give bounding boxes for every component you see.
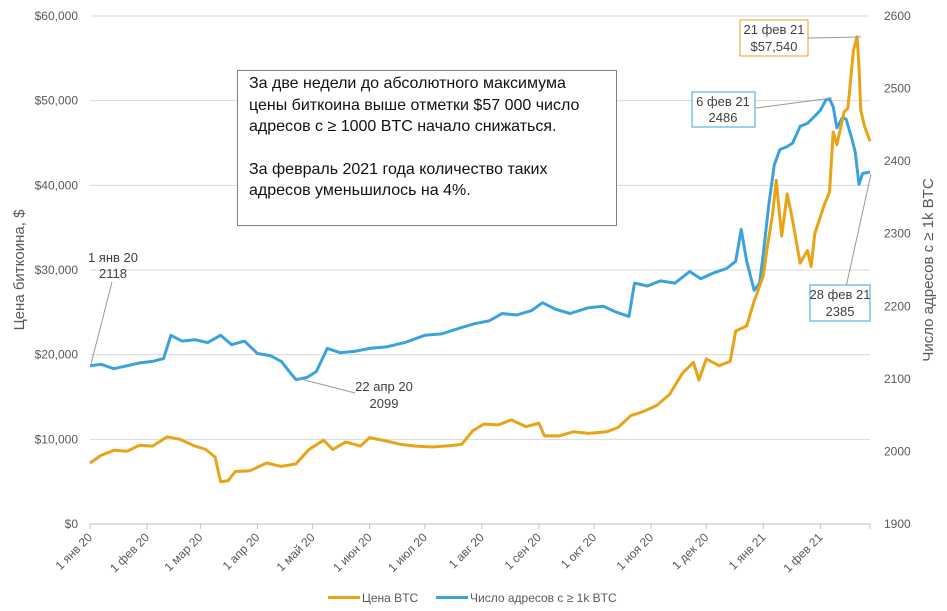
x-tick-label: 1 янв 20 — [53, 530, 96, 573]
legend-label-price: Цена BTC — [362, 591, 419, 605]
x-tick-label: 1 июл 20 — [385, 530, 430, 575]
y2-tick-label: 2200 — [884, 299, 911, 313]
legend: Цена BTC Число адресов с ≥ 1k BTC — [328, 591, 617, 605]
leader-line-apr20 — [296, 377, 356, 394]
leader-line-jan20 — [90, 281, 113, 365]
annotation-feb28-box — [809, 284, 871, 322]
series-group — [89, 35, 872, 484]
annotation-feb21-value: $57,540 — [751, 39, 798, 54]
y2-tick-label: 2400 — [884, 154, 911, 168]
leader-line-feb21 — [807, 36, 862, 39]
right-axis-ticks: 1900 2000 2100 2200 2300 2400 2500 2600 — [884, 9, 911, 531]
commentary-paragraph-1: За две недели до абсолютного максимума ц… — [249, 75, 580, 135]
x-tick-label: 1 янв 21 — [726, 530, 769, 573]
annotation-feb28-date: 28 фев 21 — [810, 287, 871, 302]
y2-tick-label: 1900 — [884, 517, 911, 531]
x-tick-label: 1 дек 20 — [669, 530, 711, 572]
y-tick-label: $50,000 — [35, 94, 79, 108]
annotation-apr20-value: 2099 — [370, 396, 399, 411]
x-tick-label: 1 фев 21 — [780, 530, 825, 575]
y2-tick-label: 2300 — [884, 227, 911, 241]
x-axis-ticks: 1 янв 20 1 фев 20 1 мар 20 1 апр 20 1 май 20… — [53, 524, 871, 575]
x-tick-label: 1 сен 20 — [502, 530, 545, 573]
x-tick-label: 1 апр 20 — [220, 530, 263, 573]
y-tick-label: $30,000 — [35, 263, 79, 277]
leader-line-feb28 — [845, 173, 872, 288]
annotation-jan20-date: 1 янв 20 — [88, 250, 138, 265]
annotations: 1 янв 20 2118 22 апр 20 2099 6 фев 21 24… — [88, 19, 872, 411]
y-tick-label: $0 — [65, 517, 79, 531]
y2-tick-label: 2500 — [884, 82, 911, 96]
y-tick-label: $20,000 — [35, 348, 79, 362]
legend-label-addresses: Число адресов с ≥ 1k BTC — [470, 591, 617, 605]
annotation-feb28-value: 2385 — [826, 304, 855, 319]
annotation-feb6-value: 2486 — [709, 110, 738, 125]
x-tick-label: 1 май 20 — [274, 530, 318, 574]
x-tick-label: 1 ноя 20 — [613, 530, 656, 573]
x-tick-label: 1 фев 20 — [107, 530, 152, 575]
x-tick-label: 1 мар 20 — [161, 530, 205, 574]
annotation-feb6-box — [691, 91, 756, 128]
y-tick-label: $10,000 — [35, 432, 79, 446]
annotation-feb21-box — [739, 19, 809, 57]
commentary-paragraph-2: За февраль 2021 года количество таких ад… — [249, 160, 548, 200]
y2-tick-label: 2600 — [884, 9, 911, 23]
commentary-box: За две недели до абсолютного максимума ц… — [237, 70, 617, 226]
legend-swatch-addresses — [436, 596, 468, 599]
y2-tick-label: 2000 — [884, 444, 911, 458]
left-axis-label: Цена биткоина, $ — [11, 209, 28, 330]
left-axis-ticks: $0 $10,000 $20,000 $30,000 $40,000 $50,000 $60… — [35, 9, 79, 531]
y-tick-label: $40,000 — [35, 178, 79, 192]
legend-swatch-price — [328, 596, 360, 599]
y-tick-label: $60,000 — [35, 9, 79, 23]
price-series-line — [89, 35, 872, 484]
leader-line-feb6 — [755, 97, 833, 109]
annotation-feb21-date: 21 фев 21 — [744, 22, 805, 37]
right-axis-label: Число адресов с ≥ 1k BTC — [920, 178, 937, 361]
x-tick-label: 1 окт 20 — [558, 530, 599, 571]
annotation-apr20-date: 22 апр 20 — [355, 379, 413, 394]
y2-tick-label: 2100 — [884, 372, 911, 386]
x-tick-label: 1 июн 20 — [330, 530, 375, 575]
annotation-jan20-value: 2118 — [99, 266, 127, 281]
addresses-series-line — [89, 97, 871, 382]
x-tick-label: 1 авг 20 — [446, 530, 487, 571]
annotation-feb6-date: 6 фев 21 — [696, 94, 750, 109]
